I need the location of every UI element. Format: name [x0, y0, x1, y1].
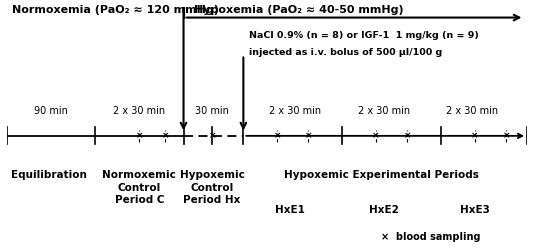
Text: ×: × [404, 131, 411, 140]
Text: ×: × [273, 131, 281, 140]
Text: ×  blood sampling: × blood sampling [381, 232, 481, 242]
Text: Hypoxemia (PaO₂ ≈ 40-50 mmHg): Hypoxemia (PaO₂ ≈ 40-50 mmHg) [194, 5, 404, 15]
Text: Equilibration: Equilibration [11, 170, 87, 180]
Text: HxE3: HxE3 [460, 205, 490, 215]
Text: ×: × [304, 131, 312, 140]
Text: Hypoxemic Experimental Periods: Hypoxemic Experimental Periods [284, 170, 478, 180]
Text: 2 x 30 min: 2 x 30 min [446, 106, 498, 116]
Text: 90 min: 90 min [34, 106, 68, 116]
Text: ×: × [372, 131, 380, 140]
Text: ×: × [503, 131, 510, 140]
Text: Normoxemic
Control
Period C: Normoxemic Control Period C [103, 170, 176, 205]
Text: Normoxemia (PaO₂ ≈ 120 mmHg): Normoxemia (PaO₂ ≈ 120 mmHg) [12, 5, 219, 15]
Text: HxE1: HxE1 [275, 205, 305, 215]
Text: ×: × [162, 131, 169, 140]
Text: NaCl 0.9% (n = 8) or IGF-1  1 mg/kg (n = 9): NaCl 0.9% (n = 8) or IGF-1 1 mg/kg (n = … [249, 31, 478, 40]
Text: ×: × [135, 131, 143, 140]
Text: ×: × [471, 131, 478, 140]
Text: 2 x 30 min: 2 x 30 min [358, 106, 410, 116]
Text: ×: × [208, 131, 216, 140]
Text: 2 x 30 min: 2 x 30 min [113, 106, 165, 116]
Text: 30 min: 30 min [195, 106, 229, 116]
Text: 2 x 30 min: 2 x 30 min [270, 106, 322, 116]
Text: HxE2: HxE2 [369, 205, 399, 215]
Text: Hypoxemic
Control
Period Hx: Hypoxemic Control Period Hx [180, 170, 244, 205]
Text: injected as i.v. bolus of 500 μl/100 g: injected as i.v. bolus of 500 μl/100 g [249, 48, 442, 57]
